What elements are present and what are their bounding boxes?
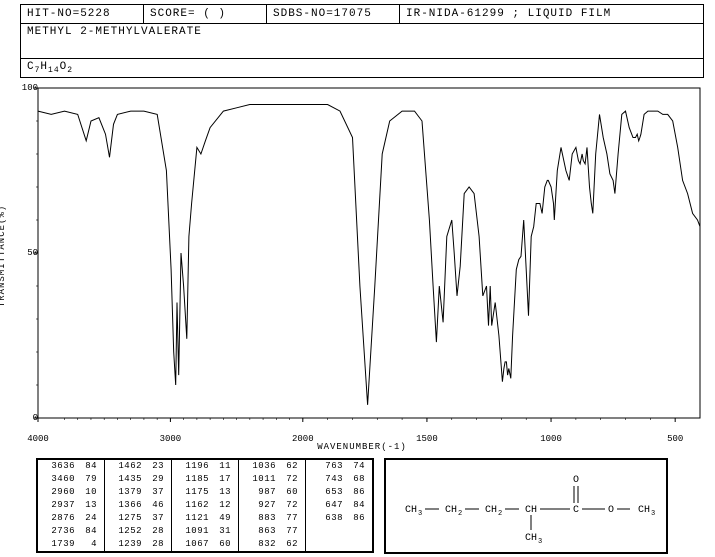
peak-cell: 92772 (239, 499, 306, 512)
peak-cell: 103662 (239, 459, 306, 473)
peak-cell: 101172 (239, 473, 306, 486)
x-tick-label: 500 (667, 434, 683, 444)
svg-text:CH: CH (525, 533, 537, 544)
peak-cell: 65386 (306, 486, 374, 499)
peak-cell: 287624 (37, 512, 105, 525)
svg-text:O: O (608, 505, 614, 516)
peak-cell (306, 538, 374, 552)
peak-cell: 136646 (105, 499, 172, 512)
y-axis-label: TRANSMITTANCE(%) (0, 205, 7, 307)
peak-cell: 146223 (105, 459, 172, 473)
peak-table: 36368414622311961110366276374 34607914352… (36, 458, 374, 554)
compound-name-cell: METHYL 2-METHYLVALERATE (21, 24, 704, 59)
header-table: HIT-NO=5228 SCORE= ( ) SDBS-NO=17075 IR-… (20, 4, 704, 78)
peak-cell: 296010 (37, 486, 105, 499)
svg-text:3: 3 (418, 510, 422, 518)
y-tick-label: 100 (18, 83, 38, 93)
peak-cell: 143529 (105, 473, 172, 486)
peak-cell: 117513 (172, 486, 239, 499)
peak-cell: 123928 (105, 538, 172, 552)
peak-cell: 116212 (172, 499, 239, 512)
svg-text:3: 3 (538, 538, 542, 546)
structure-diagram: CH3CH2CH2CHCOOCH3CH3 (384, 458, 668, 554)
svg-text:CH: CH (405, 505, 417, 516)
formula-cell: C7H14O2 (21, 59, 704, 78)
peak-cell: 125228 (105, 525, 172, 538)
bottom-section: 36368414622311961110366276374 34607914352… (36, 458, 715, 554)
svg-text:O: O (573, 475, 579, 486)
structure-drawing: CH3CH2CH2CHCOOCH3CH3 (386, 460, 666, 552)
peak-cell: 17394 (37, 538, 105, 552)
svg-text:2: 2 (498, 510, 502, 518)
y-tick-label: 0 (18, 413, 38, 423)
x-tick-label: 3000 (160, 434, 182, 444)
svg-text:CH: CH (638, 505, 650, 516)
hit-no-cell: HIT-NO=5228 (21, 5, 144, 24)
x-axis-label: WAVENUMBER(-1) (317, 442, 407, 452)
score-cell: SCORE= ( ) (144, 5, 267, 24)
x-tick-label: 1500 (416, 434, 438, 444)
x-tick-label: 1000 (540, 434, 562, 444)
svg-text:CH: CH (485, 505, 497, 516)
peak-cell: 74368 (306, 473, 374, 486)
peak-cell: 118517 (172, 473, 239, 486)
x-tick-label: 4000 (27, 434, 49, 444)
peak-cell: 98760 (239, 486, 306, 499)
ir-info-cell: IR-NIDA-61299 ; LIQUID FILM (400, 5, 704, 24)
spectrum-chart: TRANSMITTANCE(%) WAVENUMBER(-1) 050100 4… (20, 82, 704, 430)
peak-cell: 363684 (37, 459, 105, 473)
peak-cell: 346079 (37, 473, 105, 486)
x-tick-label: 2000 (292, 434, 314, 444)
peak-cell: 63886 (306, 512, 374, 525)
peak-cell: 293713 (37, 499, 105, 512)
sdbs-no-cell: SDBS-NO=17075 (267, 5, 400, 24)
peak-cell: 76374 (306, 459, 374, 473)
peak-cell: 119611 (172, 459, 239, 473)
svg-text:CH: CH (445, 505, 457, 516)
peak-cell: 127537 (105, 512, 172, 525)
svg-text:CH: CH (525, 505, 537, 516)
peak-cell: 86377 (239, 525, 306, 538)
svg-text:C: C (573, 505, 579, 516)
svg-text:3: 3 (651, 510, 655, 518)
svg-text:2: 2 (458, 510, 462, 518)
peak-cell: 88377 (239, 512, 306, 525)
peak-cell: 112149 (172, 512, 239, 525)
peak-cell: 109131 (172, 525, 239, 538)
peak-cell (306, 525, 374, 538)
peak-cell: 273684 (37, 525, 105, 538)
peak-cell: 64784 (306, 499, 374, 512)
y-tick-label: 50 (18, 248, 38, 258)
peak-cell: 106760 (172, 538, 239, 552)
peak-cell: 83262 (239, 538, 306, 552)
peak-cell: 137937 (105, 486, 172, 499)
spectrum-plot (20, 82, 704, 430)
